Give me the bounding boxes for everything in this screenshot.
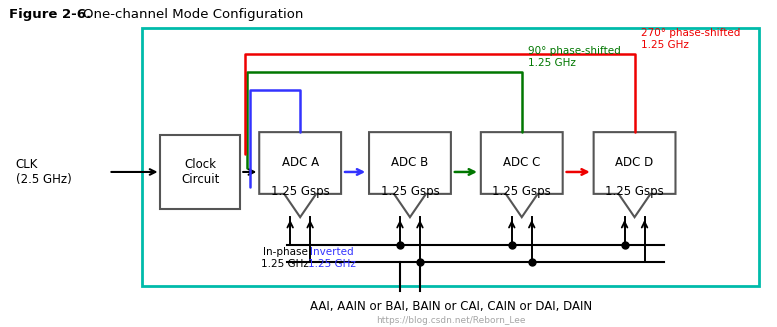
Text: CLK
(2.5 GHz): CLK (2.5 GHz) bbox=[16, 158, 71, 186]
Text: ADC C: ADC C bbox=[503, 156, 541, 168]
Text: ADC D: ADC D bbox=[615, 156, 653, 168]
Text: One-channel Mode Configuration: One-channel Mode Configuration bbox=[82, 8, 303, 21]
Polygon shape bbox=[594, 132, 675, 217]
Text: Clock
Circuit: Clock Circuit bbox=[181, 158, 220, 186]
Text: In-phase
1.25 GHz: In-phase 1.25 GHz bbox=[261, 247, 309, 269]
Text: 1.25 Gsps: 1.25 Gsps bbox=[381, 185, 439, 198]
Text: Inverted
1.25 GHz: Inverted 1.25 GHz bbox=[308, 247, 356, 269]
Bar bbox=[142, 27, 759, 286]
Text: ADC A: ADC A bbox=[281, 156, 319, 168]
Text: 1.25 Gsps: 1.25 Gsps bbox=[270, 185, 329, 198]
Text: Figure 2-6.: Figure 2-6. bbox=[9, 8, 91, 21]
Text: AAI, AAIN or BAI, BAIN or CAI, CAIN or DAI, DAIN: AAI, AAIN or BAI, BAIN or CAI, CAIN or D… bbox=[310, 300, 592, 313]
Bar bbox=[160, 135, 240, 209]
Text: 90° phase-shifted
1.25 GHz: 90° phase-shifted 1.25 GHz bbox=[528, 46, 621, 68]
Text: https://blog.csdn.net/Reborn_Lee: https://blog.csdn.net/Reborn_Lee bbox=[376, 316, 525, 325]
Polygon shape bbox=[369, 132, 451, 217]
Text: 1.25 Gsps: 1.25 Gsps bbox=[605, 185, 664, 198]
Polygon shape bbox=[260, 132, 341, 217]
Text: 1.25 Gsps: 1.25 Gsps bbox=[493, 185, 551, 198]
Text: 270° phase-shifted
1.25 GHz: 270° phase-shifted 1.25 GHz bbox=[640, 28, 740, 50]
Text: ADC B: ADC B bbox=[392, 156, 429, 168]
Polygon shape bbox=[481, 132, 563, 217]
